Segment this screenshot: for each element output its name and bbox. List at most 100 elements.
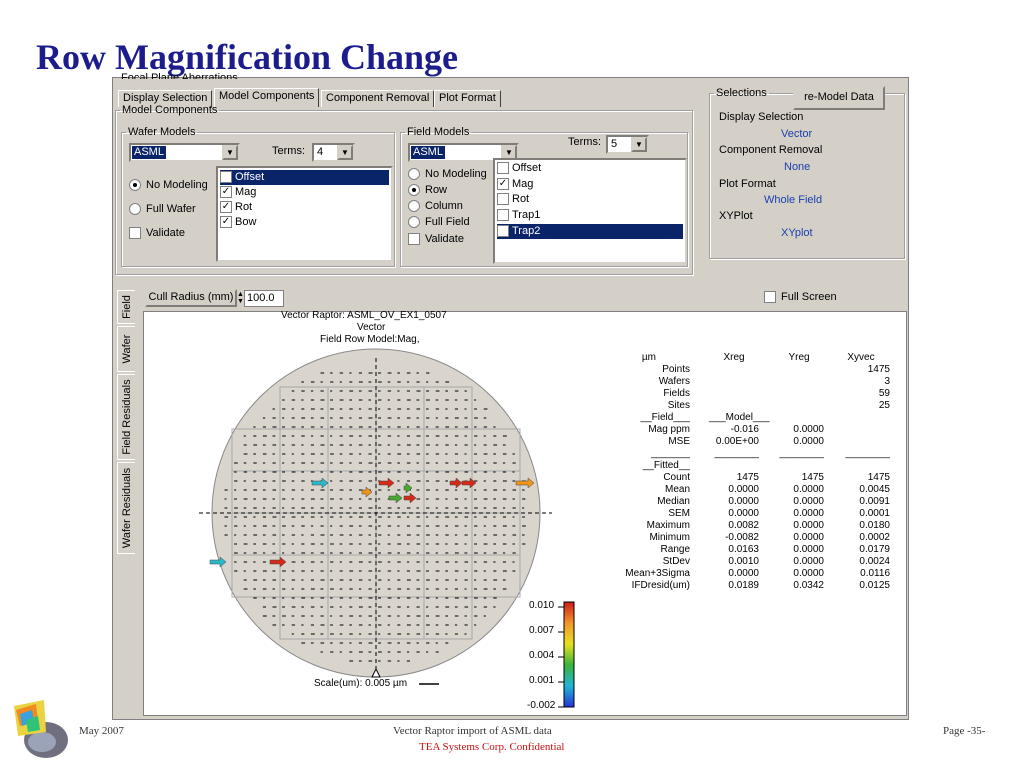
wafer-models-group: Wafer Models: [121, 126, 395, 267]
field-radio-full-field[interactable]: Full Field: [408, 216, 470, 229]
stats-row: MSE 0.00E+00 0.0000: [668, 436, 824, 447]
stats-row: Mean 0.0000 0.0000 0.0045: [664, 484, 890, 495]
list-item[interactable]: Trap1: [497, 208, 683, 223]
selection-label: Component Removal: [719, 144, 823, 156]
cull-radius-button[interactable]: Cull Radius (mm): [145, 289, 237, 307]
exposure-field: [423, 596, 473, 640]
side-tab-wafer[interactable]: Wafer: [117, 326, 135, 372]
vector-arrow: [403, 482, 413, 494]
colorbar: [563, 601, 575, 708]
wafer-map: [199, 348, 575, 708]
chevron-down-icon: ▼: [222, 145, 238, 160]
wafer-terms-label: Terms:: [272, 145, 305, 157]
stats-row: IFDresid(um) 0.0189 0.0342 0.0125: [631, 580, 890, 591]
wafer-radio-full-wafer[interactable]: Full Wafer: [129, 203, 196, 216]
checkbox-icon: [408, 233, 420, 246]
stats-row: __Field___ ___Model___: [640, 412, 770, 423]
stats-row: _______ ________ ________ ________: [651, 448, 890, 459]
list-item[interactable]: ✓ Bow: [220, 216, 257, 229]
stats-header: µm Xreg Yreg Xyvec: [641, 352, 875, 363]
stats-row: Range 0.0163 0.0000 0.0179: [660, 544, 890, 555]
exposure-field: [471, 554, 521, 598]
list-item[interactable]: Rot: [497, 192, 683, 207]
list-item[interactable]: ✓ Mag: [497, 178, 534, 191]
vector-arrow: [361, 486, 373, 498]
list-item[interactable]: ✓ Rot: [220, 201, 253, 214]
stats-row: StDev 0.0010 0.0000 0.0024: [662, 556, 890, 567]
field-model-select[interactable]: ASML ▼: [408, 143, 519, 162]
selection-value: None: [784, 161, 811, 173]
selection-value: Whole Field: [764, 194, 823, 206]
spin-arrows-icon: ▲ ▼: [237, 291, 244, 305]
slide-title: Row Magnification Change: [36, 37, 458, 77]
wafer-radio-no-modeling[interactable]: No Modeling: [129, 179, 208, 192]
plot-title-line2: Vector: [357, 322, 386, 333]
cull-radius-input[interactable]: 100.0: [244, 290, 284, 307]
stats-row: Count 1475 1475 1475: [663, 472, 890, 483]
remodel-data-button[interactable]: re-Model Data: [793, 86, 885, 110]
side-tab-field[interactable]: Field: [117, 290, 135, 324]
vector-arrow: [449, 477, 463, 489]
chevron-down-icon: ▼: [631, 137, 647, 152]
field-radio-row[interactable]: Row: [408, 184, 447, 197]
radio-selected-icon: [129, 179, 141, 192]
field-radio-column[interactable]: Column: [408, 200, 463, 213]
vector-arrow: [388, 492, 403, 504]
tab-plot-format[interactable]: Plot Format: [434, 90, 501, 107]
stats-row: __Fitted__: [642, 460, 690, 471]
plot-title-line1: Vector Raptor: ASML_OV_EX1_0507: [281, 310, 447, 321]
footer-page: Page -35-: [943, 725, 986, 737]
stats-row: Wafers 3: [658, 376, 890, 387]
stats-row: Mean+3Sigma 0.0000 0.0000 0.0116: [625, 568, 890, 579]
list-item[interactable]: Offset: [497, 161, 683, 176]
vector-arrow: [378, 477, 395, 489]
stats-table: µm Xreg Yreg Xyvec Points 1475 Wafers 3 Fiel…: [604, 352, 894, 672]
vector-arrow: [403, 492, 417, 504]
wafer-terms-list[interactable]: ✓ Offset ✓ Mag ✓ Rot ✓ Bow: [216, 166, 393, 262]
radio-icon: [129, 203, 141, 216]
field-terms-list[interactable]: Offset ✓ Mag Rot Trap1 Trap2: [493, 158, 687, 264]
field-validate-checkbox[interactable]: Validate: [408, 233, 464, 246]
colorbar-ticks: [558, 606, 564, 708]
list-item[interactable]: ✓ Mag: [220, 186, 257, 199]
colorbar-tick-label: 0.004: [529, 650, 555, 661]
full-screen-checkbox[interactable]: Full Screen: [764, 291, 837, 304]
tab-component-removal[interactable]: Component Removal: [321, 90, 435, 107]
stats-row: Maximum 0.0082 0.0000 0.0180: [646, 520, 890, 531]
checkbox-icon: [129, 227, 141, 240]
vector-arrow: [515, 477, 535, 489]
side-tab-field-residuals[interactable]: Field Residuals: [117, 374, 135, 460]
colorbar-tick-label: 0.001: [529, 675, 555, 686]
stats-row: SEM 0.0000 0.0000 0.0001: [668, 508, 890, 519]
list-item[interactable]: ✓ Offset: [220, 170, 389, 185]
wafer-model-select[interactable]: ASML ▼: [129, 143, 240, 162]
selection-value: Vector: [781, 128, 813, 140]
selection-value: XYplot: [781, 227, 813, 239]
wafer-terms-select[interactable]: 4 ▼: [312, 143, 355, 162]
scale-label: Scale(um): 0.005 µm: [314, 678, 408, 689]
tab-display-selection[interactable]: Display Selection: [118, 90, 213, 107]
logo-icon: [6, 696, 72, 762]
radio-selected-icon: [408, 184, 420, 197]
wafer-validate-checkbox[interactable]: Validate: [129, 227, 185, 240]
tab-model-components[interactable]: Model Components: [214, 88, 320, 107]
side-tab-wafer-residuals[interactable]: Wafer Residuals: [117, 462, 135, 554]
stats-row: Median 0.0000 0.0000 0.0091: [657, 496, 890, 507]
selection-label: Plot Format: [719, 178, 776, 190]
list-item[interactable]: Trap2: [497, 224, 683, 239]
field-terms-select[interactable]: 5 ▼: [606, 135, 649, 154]
checkbox-icon: [764, 291, 776, 304]
vector-arrow: [269, 556, 287, 568]
radio-icon: [408, 200, 420, 213]
app-window: Focal Plane Aberrations Display Selectio…: [112, 73, 909, 720]
colorbar-tick-label: 0.010: [529, 600, 555, 611]
stats-row: Points 1475: [662, 364, 890, 375]
chevron-down-icon: ▼: [337, 145, 353, 160]
vector-arrow: [461, 477, 477, 489]
field-terms-label: Terms:: [568, 136, 601, 148]
model-components-group: Model Components: [115, 104, 693, 275]
field-models-group: Field Models: [400, 126, 688, 267]
vector-arrows: [209, 477, 535, 568]
field-radio-no-modeling[interactable]: No Modeling: [408, 168, 487, 181]
footer-title: Vector Raptor import of ASML data: [393, 725, 552, 737]
